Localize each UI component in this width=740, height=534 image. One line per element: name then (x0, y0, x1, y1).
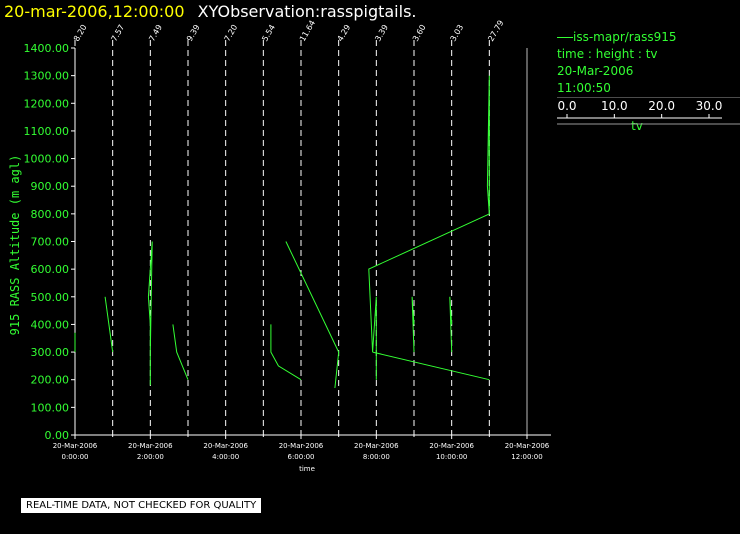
profile-line (372, 351, 490, 381)
legend-line-swatch (557, 37, 573, 38)
x-tick-date: 20-Mar-2006 (429, 442, 474, 450)
legend-description: time : height : tv (557, 47, 658, 61)
observation-label: 3.03 (449, 23, 466, 43)
legend-date: 20-Mar-2006 (557, 64, 634, 78)
y-tick-label: 800.00 (31, 208, 70, 221)
y-tick-label: 300.00 (31, 346, 70, 359)
observation-label: 4.29 (336, 23, 353, 43)
series-iss-mapr-rass915 (74, 75, 490, 389)
x-tick-time: 10:00:00 (436, 453, 467, 461)
y-tick-label: 0.00 (45, 429, 70, 442)
y-tick-label: 100.00 (31, 401, 70, 414)
legend-time: 11:00:50 (557, 81, 611, 95)
y-tick-label: 500.00 (31, 291, 70, 304)
x-tick-date: 20-Mar-2006 (53, 442, 98, 450)
y-tick-label: 1100.00 (24, 125, 70, 138)
y-tick-label: 900.00 (31, 180, 70, 193)
legend-scale-tick-label: 20.0 (648, 99, 675, 113)
x-tick-date: 20-Mar-2006 (203, 442, 248, 450)
observation-label: 11.64 (298, 19, 317, 43)
profile-line (411, 296, 415, 353)
header-date: 20-mar-2006,12:00:00 (4, 2, 185, 21)
header-title: XYObservation:rasspigtails. (197, 2, 417, 21)
x-tick-date: 20-Mar-2006 (128, 442, 173, 450)
y-tick-label: 600.00 (31, 263, 70, 276)
legend-scale-label: tv (631, 119, 643, 133)
y-tick-label: 1300.00 (24, 70, 70, 83)
observation-label: 3.60 (411, 23, 428, 43)
x-tick-time: 2:00:00 (137, 453, 164, 461)
observation-label: 9.39 (185, 23, 202, 43)
profile-line (270, 324, 302, 381)
legend-scale: 0.0 10.0 20.0 30.0 tv (557, 97, 740, 133)
legend-scale-tick-label: 30.0 (696, 99, 723, 113)
profile-line (368, 75, 490, 380)
profile-line (172, 324, 189, 380)
observation-label: 5.54 (260, 23, 277, 43)
x-tick-date: 20-Mar-2006 (505, 442, 550, 450)
profile-line (449, 296, 453, 353)
x-tick-time: 6:00:00 (288, 453, 315, 461)
observation-label: 8.20 (72, 23, 89, 43)
observation-label: 27.79 (486, 19, 505, 43)
observation-label: 7.49 (147, 23, 164, 43)
profile-line (147, 241, 153, 386)
observation-label: 7.20 (223, 23, 240, 43)
legend-scale-tick-label: 10.0 (601, 99, 628, 113)
x-tick-time: 12:00:00 (511, 453, 542, 461)
axes: 0.00 100.00 200.00 300.00 400.00 500.00 600.00… (24, 42, 551, 461)
legend-series-row: iss-mapr/rass915 (557, 29, 740, 46)
observation-label: 3.39 (373, 23, 390, 43)
y-tick-label: 700.00 (31, 236, 70, 249)
chart-header: 20-mar-2006,12:00:00 XYObservation:rassp… (4, 2, 417, 21)
y-axis-label: 915 RASS Altitude (m agl) (8, 155, 22, 336)
profile-line (104, 296, 114, 353)
y-tick-label: 400.00 (31, 318, 70, 331)
x-axis-label: time (299, 465, 315, 473)
y-tick-label: 200.00 (31, 374, 70, 387)
observation-label: 7.57 (110, 23, 127, 43)
x-tick-time: 4:00:00 (212, 453, 239, 461)
legend: iss-mapr/rass915 time : height : tv 20-M… (557, 29, 740, 159)
profile-line (285, 241, 340, 389)
x-tick-date: 20-Mar-2006 (354, 442, 399, 450)
x-tick-time: 8:00:00 (363, 453, 390, 461)
legend-scale-tick-label: 0.0 (557, 99, 576, 113)
y-tick-label: 1200.00 (24, 97, 70, 110)
x-tick-time: 0:00:00 (62, 453, 89, 461)
x-tick-date: 20-Mar-2006 (279, 442, 324, 450)
y-tick-label: 1000.00 (24, 153, 70, 166)
y-tick-label: 1400.00 (24, 42, 70, 55)
quality-disclaimer: REAL-TIME DATA, NOT CHECKED FOR QUALITY (20, 497, 263, 514)
legend-series-name: iss-mapr/rass915 (573, 30, 677, 44)
